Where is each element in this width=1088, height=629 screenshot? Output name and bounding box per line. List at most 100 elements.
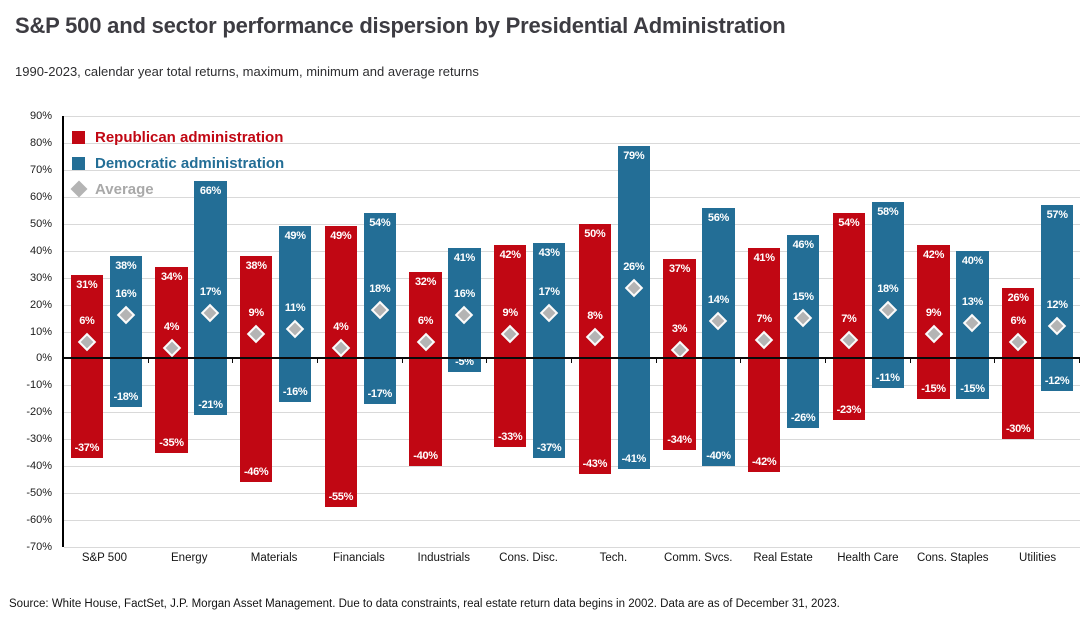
max-value-label: 49% [284,230,306,243]
gridline [64,412,1080,414]
gridline [64,223,1080,225]
max-value-label: 56% [707,211,730,224]
x-category-label: Health Care [837,552,899,564]
legend-item-democratic: Democratic administration [72,150,284,176]
min-value-label: -26% [790,412,816,425]
avg-value-label: 8% [587,309,603,322]
gridline [64,196,1080,198]
y-tick-label: 80% [29,136,52,149]
avg-value-label: 3% [671,323,688,336]
average-marker-icon [331,338,351,357]
max-value-label: 79% [623,149,645,162]
category-tick [147,358,149,364]
gridline [64,169,1080,171]
range-bar-democratic-real-estate: 46% -26% 15% [787,234,820,429]
avg-value-label: 9% [248,307,265,320]
max-value-label: 43% [538,246,560,259]
range-bar-republican-real-estate: 41% -42% 7% [748,247,781,472]
avg-value-label: 6% [1010,315,1027,328]
min-value-label: -43% [582,458,608,471]
category-tick [571,358,572,364]
y-tick-label: -70% [26,541,52,553]
range-bar-republican-tech: 50% -43% 8% [578,223,611,475]
avg-value-label: 7% [841,312,857,325]
legend-item-republican: Republican administration [72,124,284,150]
category-tick [740,358,742,364]
range-bar-republican-financials: 49% -55% 4% [324,226,357,507]
y-axis: 90% 80% 70% 60% 50% 40% 30% 20% 10% 0% -10% -20% -30… [0,110,58,553]
x-axis: S&P 500 Energy Materials Financials Industri… [62,552,1080,570]
range-bar-democratic-tech: 79% -41% 26% [617,145,650,469]
range-bar-republican-industrials: 32% -40% 6% [409,272,442,467]
min-value-label: -46% [243,466,269,479]
max-value-label: 40% [961,254,984,267]
range-bar-republican-comm-svcs: 37% -34% 3% [663,258,696,451]
average-marker-icon [370,300,389,320]
average-marker-icon [416,333,435,352]
category-tick [486,358,488,364]
category-tick [1079,358,1080,364]
category-tick [994,358,996,364]
avg-value-label: 17% [199,285,222,298]
x-category-label: Materials [250,552,298,564]
max-value-label: 41% [453,251,476,264]
y-tick-label: 0% [36,352,52,365]
max-value-label: 46% [792,238,814,251]
avg-value-label: 12% [1046,299,1068,312]
category-tick [825,358,826,364]
gridline [64,277,1080,279]
max-value-label: 57% [1046,208,1068,221]
zero-axis-line [64,357,1080,360]
range-bar-republican-cons-disc: 42% -33% 9% [494,245,527,448]
legend: Republican administration Democratic adm… [70,124,284,202]
min-value-label: -55% [328,490,354,503]
average-marker-icon [455,306,474,325]
range-bar-democratic-utilities: 57% -12% 12% [1041,204,1074,391]
average-marker-icon [285,319,305,338]
gridline [64,547,1080,548]
gridline [64,520,1080,522]
average-diamond-icon [70,180,88,198]
avg-value-label: 17% [538,285,560,298]
avg-value-label: 16% [453,288,476,301]
category-tick [909,358,911,364]
legend-label-republican: Republican administration [95,128,284,146]
average-marker-icon [1008,333,1028,352]
max-value-label: 34% [160,270,183,283]
x-category-label: Energy [171,552,208,564]
y-tick-label: -20% [26,406,52,419]
avg-value-label: 15% [792,291,814,304]
range-bar-democratic-industrials: 41% -5% 16% [448,247,481,372]
max-value-label: 42% [499,249,521,262]
legend-item-average: Average [70,176,284,202]
average-marker-icon [624,279,643,298]
average-marker-icon [1047,316,1067,336]
gridline [64,250,1080,252]
average-marker-icon [116,306,135,325]
range-bar-republican-cons-staples: 42% -15% 9% [917,245,950,399]
gridline [64,439,1080,441]
max-value-label: 26% [1007,292,1029,305]
category-tick [317,358,318,364]
average-marker-icon [878,300,897,320]
range-bar-republican-health-care: 54% -23% 7% [832,212,865,421]
x-category-label: Financials [333,552,385,564]
average-marker-icon [162,338,181,357]
min-value-label: -17% [367,388,393,401]
plot-area: Republican administration Democratic adm… [62,116,1080,548]
average-marker-icon [201,303,220,322]
range-bar-democratic-comm-svcs: 56% -40% 14% [702,207,735,467]
avg-value-label: 9% [925,307,942,320]
min-value-label: -30% [1005,423,1031,436]
chart-title: S&P 500 and sector performance dispersio… [15,13,786,38]
category-tick [655,358,657,364]
range-bar-republican-utilities: 26% -30% 6% [1002,288,1035,440]
y-tick-label: 60% [29,190,52,203]
min-value-label: -15% [921,382,946,395]
min-value-label: -12% [1044,374,1070,387]
y-tick-label: -30% [26,433,52,446]
range-bar-republican-materials: 38% -46% 9% [240,256,273,483]
gridline [64,493,1080,495]
max-value-label: 37% [668,262,691,275]
source-note: Source: White House, FactSet, J.P. Morga… [9,598,840,610]
